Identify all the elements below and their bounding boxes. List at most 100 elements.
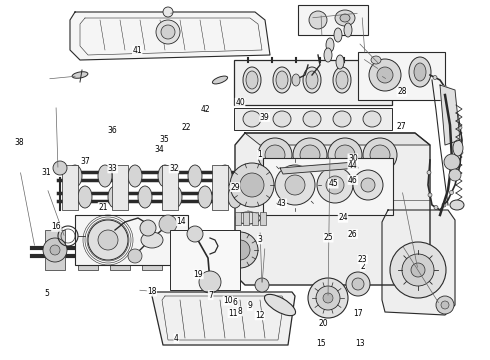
Circle shape — [199, 271, 221, 293]
Circle shape — [444, 154, 460, 170]
Text: 11: 11 — [228, 309, 238, 318]
Circle shape — [353, 170, 383, 200]
Polygon shape — [152, 292, 295, 345]
Circle shape — [411, 263, 425, 277]
Ellipse shape — [306, 71, 318, 89]
Ellipse shape — [243, 111, 261, 127]
Text: 16: 16 — [51, 222, 61, 231]
Bar — [234, 60, 392, 105]
Circle shape — [352, 278, 364, 290]
Circle shape — [159, 215, 177, 233]
Ellipse shape — [336, 55, 344, 69]
Circle shape — [230, 240, 250, 260]
Circle shape — [443, 86, 447, 90]
Bar — [45, 230, 65, 270]
Bar — [212, 165, 228, 210]
Circle shape — [452, 103, 456, 107]
Circle shape — [390, 242, 446, 298]
Circle shape — [275, 165, 315, 205]
Text: 19: 19 — [194, 270, 203, 279]
Circle shape — [53, 161, 67, 175]
Circle shape — [265, 145, 285, 165]
Text: 6: 6 — [233, 298, 238, 307]
Circle shape — [230, 163, 274, 207]
Circle shape — [434, 206, 438, 210]
Bar — [78, 230, 98, 270]
Text: 32: 32 — [169, 164, 179, 173]
Ellipse shape — [276, 71, 288, 89]
Ellipse shape — [450, 200, 464, 210]
Bar — [243, 212, 249, 225]
Circle shape — [161, 25, 175, 39]
Polygon shape — [245, 133, 430, 145]
Polygon shape — [70, 12, 270, 60]
Ellipse shape — [141, 232, 163, 248]
Circle shape — [317, 167, 353, 203]
Ellipse shape — [334, 28, 342, 42]
Text: 25: 25 — [323, 233, 333, 242]
Ellipse shape — [198, 186, 212, 208]
Circle shape — [326, 176, 344, 194]
Ellipse shape — [303, 67, 321, 93]
Text: 42: 42 — [201, 105, 211, 114]
Text: 23: 23 — [358, 255, 368, 264]
Circle shape — [240, 173, 264, 197]
Circle shape — [377, 67, 393, 83]
Ellipse shape — [228, 186, 242, 208]
Text: 15: 15 — [316, 339, 326, 348]
Circle shape — [369, 59, 401, 91]
Ellipse shape — [265, 294, 295, 316]
Text: 31: 31 — [42, 168, 51, 177]
Text: 2: 2 — [360, 262, 365, 271]
Bar — [174, 230, 194, 270]
Bar — [162, 165, 178, 210]
Circle shape — [427, 171, 431, 175]
Text: 30: 30 — [348, 154, 358, 163]
Ellipse shape — [363, 67, 381, 93]
Text: 7: 7 — [208, 291, 213, 300]
Circle shape — [370, 145, 390, 165]
Text: 26: 26 — [348, 230, 358, 239]
Ellipse shape — [273, 111, 291, 127]
Ellipse shape — [333, 111, 351, 127]
Text: 1: 1 — [257, 150, 262, 159]
Ellipse shape — [98, 165, 112, 187]
Circle shape — [458, 126, 462, 130]
Circle shape — [442, 203, 446, 207]
Circle shape — [172, 238, 196, 262]
Text: 46: 46 — [348, 176, 358, 185]
Circle shape — [428, 193, 432, 197]
Circle shape — [76, 238, 100, 262]
Ellipse shape — [246, 71, 258, 89]
Ellipse shape — [363, 111, 381, 127]
Text: 39: 39 — [260, 112, 270, 122]
Circle shape — [300, 145, 320, 165]
Text: 5: 5 — [44, 289, 49, 298]
Text: 8: 8 — [238, 307, 243, 316]
Circle shape — [108, 238, 132, 262]
Text: 22: 22 — [181, 123, 191, 132]
Circle shape — [147, 245, 157, 255]
Text: 44: 44 — [348, 161, 358, 170]
Circle shape — [402, 254, 434, 286]
Bar — [260, 212, 266, 225]
Text: 21: 21 — [98, 202, 108, 211]
Ellipse shape — [273, 67, 291, 93]
Text: 17: 17 — [353, 309, 363, 318]
Bar — [298, 5, 368, 35]
Circle shape — [213, 245, 223, 255]
Circle shape — [43, 238, 67, 262]
Bar — [252, 212, 258, 225]
Text: 10: 10 — [223, 296, 233, 305]
Ellipse shape — [243, 67, 261, 93]
Circle shape — [361, 178, 375, 192]
Ellipse shape — [218, 165, 232, 187]
Circle shape — [255, 278, 269, 292]
Ellipse shape — [409, 57, 431, 87]
Text: 36: 36 — [108, 126, 118, 135]
Ellipse shape — [340, 14, 350, 22]
Circle shape — [308, 278, 348, 318]
Circle shape — [449, 169, 461, 181]
Text: 35: 35 — [159, 135, 169, 144]
Circle shape — [328, 138, 362, 172]
